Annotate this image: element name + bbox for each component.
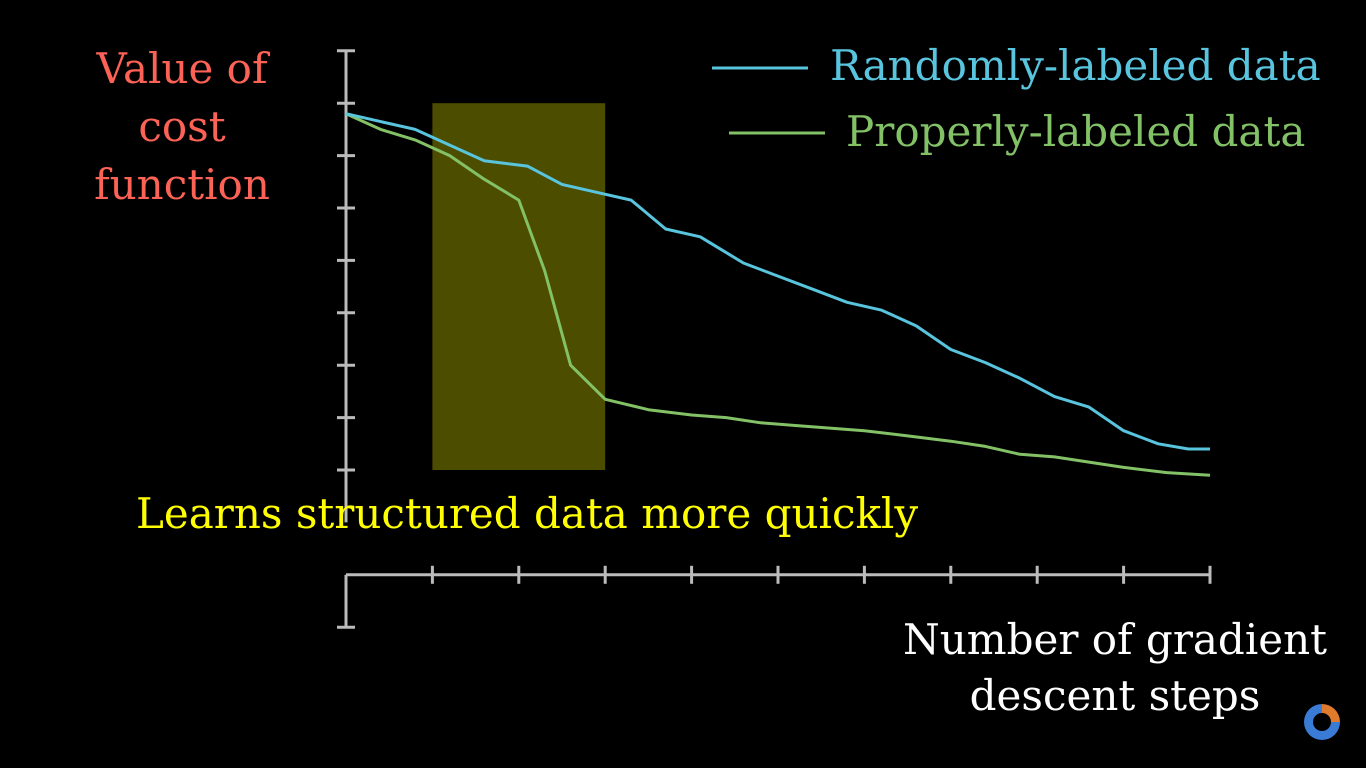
x-axis-label-line-1: Number of gradient [902, 615, 1328, 664]
y-axis-label: Value of cost function [46, 40, 318, 214]
legend [712, 66, 825, 135]
x-axis-label-line-2: descent steps [969, 671, 1261, 720]
legend-label-properly-labeled: Properly-labeled data [846, 107, 1306, 156]
highlight-region [432, 103, 606, 470]
series-lines [345, 112, 1211, 477]
y-axis-label-line-1: Value of [96, 44, 268, 93]
legend-label-randomly-labeled: Randomly-labeled data [830, 41, 1321, 90]
annotation-text: Learns structured data more quickly [136, 489, 919, 538]
axes [337, 49, 1212, 629]
channel-logo-icon [1304, 704, 1340, 740]
y-axis-label-line-2: cost function [94, 102, 270, 209]
series-line-properly-labeled [345, 112, 1211, 477]
series-line-randomly-labeled [345, 112, 1210, 451]
x-axis-label: Number of gradient descent steps [890, 612, 1340, 724]
